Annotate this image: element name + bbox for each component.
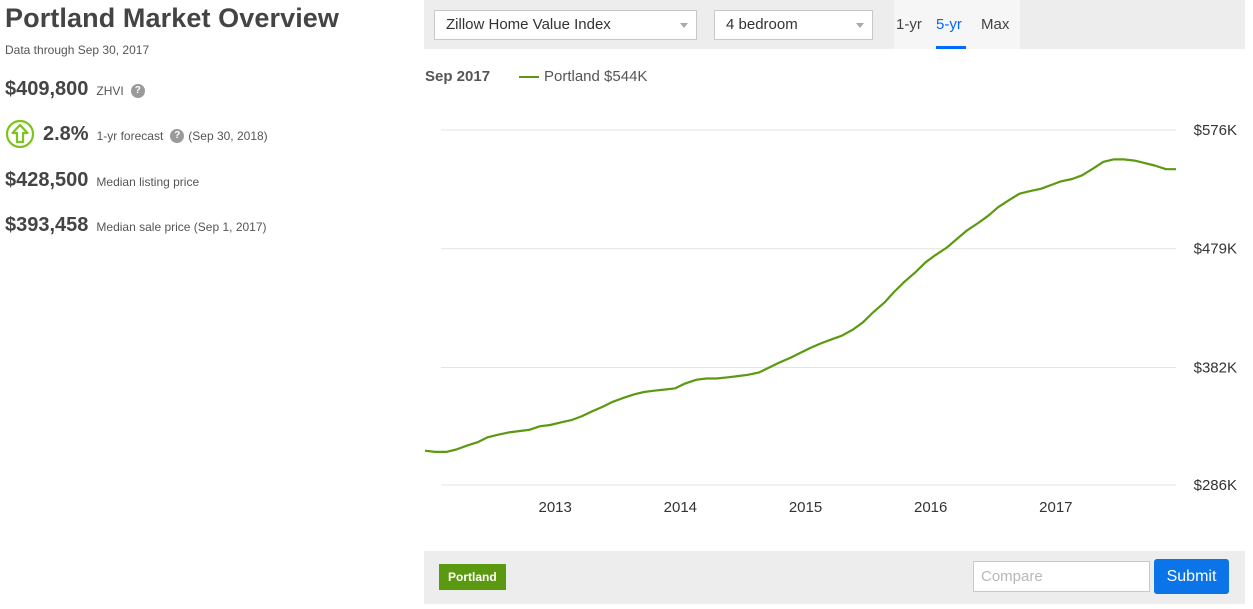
- x-tick-label: 2014: [664, 499, 697, 516]
- chevron-down-icon: [856, 23, 864, 28]
- x-tick-label: 2015: [789, 499, 822, 516]
- listing-price-metric: $428,500 Median listing price: [5, 169, 199, 192]
- compare-input[interactable]: [973, 561, 1150, 592]
- market-summary-panel: Portland Market Overview Data through Se…: [0, 0, 420, 609]
- forecast-metric: 2.8% 1-yr forecast ? (Sep 30, 2018): [43, 123, 268, 146]
- bedroom-select-value: 4 bedroom: [726, 16, 798, 33]
- active-range-indicator: [936, 46, 966, 49]
- zhvi-label: ZHVI: [96, 84, 124, 98]
- range-1yr-tab[interactable]: 1-yr: [896, 16, 922, 33]
- zhvi-value: $409,800: [5, 78, 89, 100]
- compare-bar: Portland Submit: [424, 551, 1245, 604]
- zhvi-help-icon[interactable]: ?: [130, 84, 145, 98]
- bedroom-select[interactable]: 4 bedroom: [714, 10, 873, 40]
- x-tick-label: 2016: [914, 499, 947, 516]
- sale-price-metric: $393,458 Median sale price (Sep 1, 2017): [5, 214, 267, 237]
- chart-controls-bar: Zillow Home Value Index 4 bedroom 1-yr 5…: [424, 0, 1245, 49]
- sale-price-value: $393,458: [5, 214, 89, 236]
- page-title: Portland Market Overview: [5, 3, 340, 33]
- forecast-label: 1-yr forecast: [96, 129, 164, 143]
- y-tick-label: $576K: [1194, 122, 1237, 139]
- x-tick-label: 2017: [1039, 499, 1072, 516]
- listing-price-value: $428,500: [5, 169, 89, 191]
- index-select-value: Zillow Home Value Index: [446, 16, 611, 33]
- forecast-date: (Sep 30, 2018): [188, 129, 268, 143]
- index-select[interactable]: Zillow Home Value Index: [434, 10, 697, 40]
- y-tick-label: $479K: [1194, 241, 1237, 258]
- arrow-up-circle-icon: [5, 119, 35, 149]
- forecast-help-icon[interactable]: ?: [170, 129, 185, 143]
- legend-series-label: Portland $544K: [544, 68, 648, 85]
- zhvi-metric: $409,800 ZHVI ?: [5, 78, 145, 101]
- listing-price-label: Median listing price: [96, 175, 200, 189]
- forecast-value: 2.8%: [43, 123, 89, 145]
- range-tabs: [894, 0, 1020, 49]
- x-tick-label: 2013: [538, 499, 571, 516]
- submit-button[interactable]: Submit: [1154, 559, 1229, 594]
- sale-price-label: Median sale price (Sep 1, 2017): [96, 220, 267, 234]
- data-through-label: Data through Sep 30, 2017: [5, 43, 150, 57]
- range-max-tab[interactable]: Max: [981, 16, 1010, 33]
- chevron-down-icon: [680, 23, 688, 28]
- legend-swatch: [519, 76, 539, 78]
- y-tick-label: $382K: [1194, 359, 1237, 376]
- y-tick-label: $286K: [1194, 477, 1237, 494]
- legend-date: Sep 2017: [425, 68, 491, 85]
- region-tag[interactable]: Portland: [439, 564, 506, 590]
- series-line-portland: [424, 158, 1176, 453]
- range-5yr-tab[interactable]: 5-yr: [936, 16, 962, 33]
